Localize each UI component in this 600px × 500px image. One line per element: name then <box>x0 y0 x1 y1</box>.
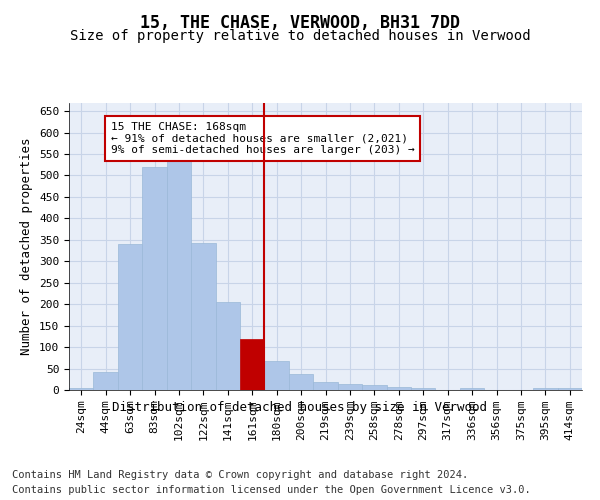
Y-axis label: Number of detached properties: Number of detached properties <box>20 138 34 355</box>
Bar <box>167 160 191 390</box>
Bar <box>265 361 289 390</box>
Bar <box>118 244 142 390</box>
Bar <box>215 302 240 390</box>
Bar <box>240 338 265 390</box>
Bar <box>411 388 436 390</box>
Text: 15, THE CHASE, VERWOOD, BH31 7DD: 15, THE CHASE, VERWOOD, BH31 7DD <box>140 14 460 32</box>
Bar <box>533 388 557 390</box>
Bar <box>289 374 313 390</box>
Text: 15 THE CHASE: 168sqm
← 91% of detached houses are smaller (2,021)
9% of semi-det: 15 THE CHASE: 168sqm ← 91% of detached h… <box>110 122 414 155</box>
Bar <box>142 167 167 390</box>
Bar <box>362 385 386 390</box>
Bar <box>69 388 94 390</box>
Text: Size of property relative to detached houses in Verwood: Size of property relative to detached ho… <box>70 29 530 43</box>
Bar <box>338 384 362 390</box>
Text: Contains public sector information licensed under the Open Government Licence v3: Contains public sector information licen… <box>12 485 531 495</box>
Bar <box>460 388 484 390</box>
Text: Distribution of detached houses by size in Verwood: Distribution of detached houses by size … <box>113 402 487 414</box>
Bar <box>191 243 215 390</box>
Bar <box>386 386 411 390</box>
Bar <box>313 382 338 390</box>
Bar <box>94 372 118 390</box>
Bar <box>557 388 582 390</box>
Text: Contains HM Land Registry data © Crown copyright and database right 2024.: Contains HM Land Registry data © Crown c… <box>12 470 468 480</box>
